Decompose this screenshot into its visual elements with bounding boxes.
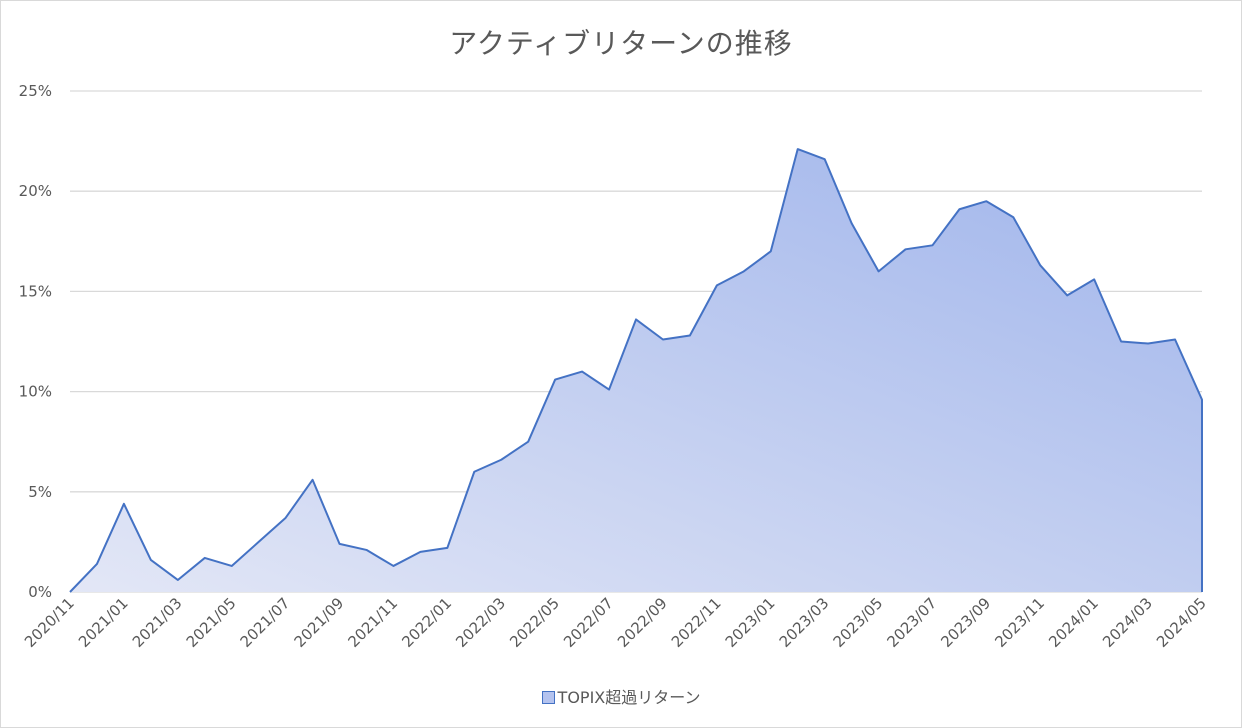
x-tick-label: 2023/11 (991, 594, 1048, 651)
y-tick-label: 20% (19, 182, 52, 200)
x-tick-label: 2024/03 (1099, 594, 1156, 651)
x-tick-label: 2021/11 (344, 594, 401, 651)
x-tick-label: 2021/07 (237, 594, 294, 651)
x-tick-label: 2020/11 (21, 594, 78, 651)
x-tick-label: 2022/01 (398, 594, 455, 651)
x-tick-label: 2022/09 (614, 594, 671, 651)
x-tick-label: 2024/01 (1045, 594, 1102, 651)
y-tick-label: 25% (19, 82, 52, 100)
x-tick-label: 2023/05 (830, 594, 887, 651)
y-tick-label: 5% (28, 483, 52, 501)
x-tick-label: 2022/05 (506, 594, 563, 651)
x-tick-label: 2022/07 (560, 594, 617, 651)
y-tick-label: 15% (19, 282, 52, 300)
x-tick-label: 2023/03 (776, 594, 833, 651)
x-tick-label: 2024/05 (1153, 594, 1210, 651)
legend: TOPIX超過リターン (0, 684, 1242, 708)
x-tick-label: 2021/03 (129, 594, 186, 651)
x-tick-label: 2022/11 (668, 594, 725, 651)
area-fill (70, 149, 1202, 592)
series-line (69, 148, 1203, 593)
x-tick-label: 2021/01 (75, 594, 132, 651)
y-tick-label: 0% (28, 583, 52, 601)
y-tick-label: 10% (19, 383, 52, 401)
x-tick-label: 2022/03 (452, 594, 509, 651)
x-tick-label: 2023/01 (722, 594, 779, 651)
x-tick-label: 2023/07 (884, 594, 941, 651)
legend-swatch (541, 691, 555, 704)
x-tick-label: 2023/09 (937, 594, 994, 651)
legend-label: TOPIX超過リターン (557, 688, 701, 707)
x-tick-label: 2021/05 (183, 594, 240, 651)
chart-title: アクティブリターンの推移 (449, 27, 793, 60)
x-tick-label: 2021/09 (291, 594, 348, 651)
